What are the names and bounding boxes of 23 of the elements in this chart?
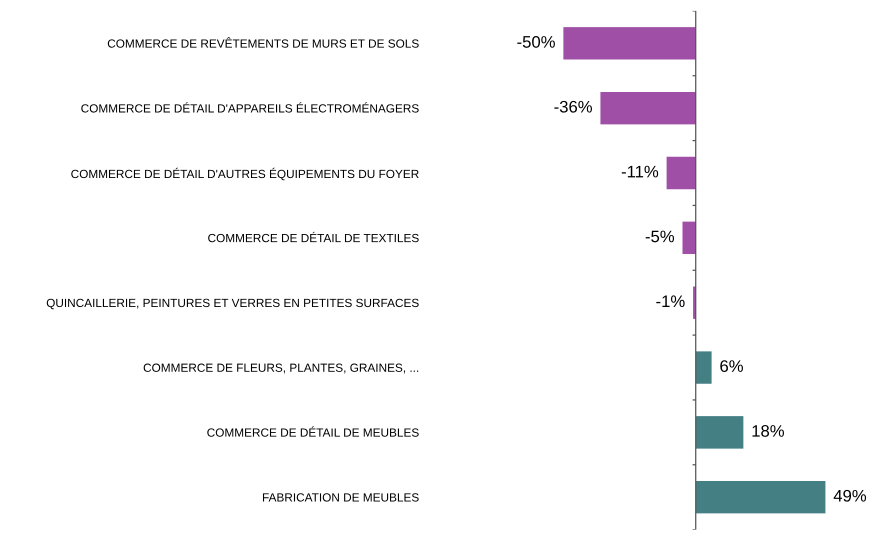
y-tick-label: COMMERCE DE DÉTAIL D'APPAREILS ÉLECTROMÉNAGERS — [81, 102, 419, 113]
bar — [666, 156, 696, 190]
bar — [696, 416, 744, 449]
bar — [696, 480, 826, 514]
data-label: -36% — [554, 100, 592, 113]
bar — [563, 27, 696, 60]
data-label: 49% — [834, 490, 866, 502]
data-label: 18% — [752, 425, 784, 437]
bar — [682, 222, 696, 254]
data-label: -1% — [656, 295, 685, 308]
data-label: -5% — [646, 230, 674, 242]
y-tick-label: COMMERCE DE DÉTAIL DE MEUBLES — [207, 426, 419, 437]
data-label: -11% — [622, 166, 658, 178]
y-tick-label: COMMERCE DE DÉTAIL D'AUTRES ÉQUIPEMENTS DU FOYER — [71, 168, 419, 180]
y-tick-label: FABRICATION DE MEUBLES — [262, 493, 419, 502]
data-label: -50% — [517, 36, 555, 48]
y-tick-label: COMMERCE DE FLEURS, PLANTES, GRAINES, ... — [144, 364, 418, 374]
y-tick-label: COMMERCE DE DÉTAIL DE TEXTILES — [208, 232, 419, 242]
y-tick-label: COMMERCE DE REVÊTEMENTS DE MURS ET DE SOLS — [108, 37, 419, 48]
y-tick-label: QUINCAILLERIE, PEINTURES ET VERRES EN PETITES SURFACES — [46, 298, 419, 310]
bar — [600, 92, 696, 124]
data-label: 6% — [720, 360, 743, 372]
bar — [696, 351, 712, 384]
